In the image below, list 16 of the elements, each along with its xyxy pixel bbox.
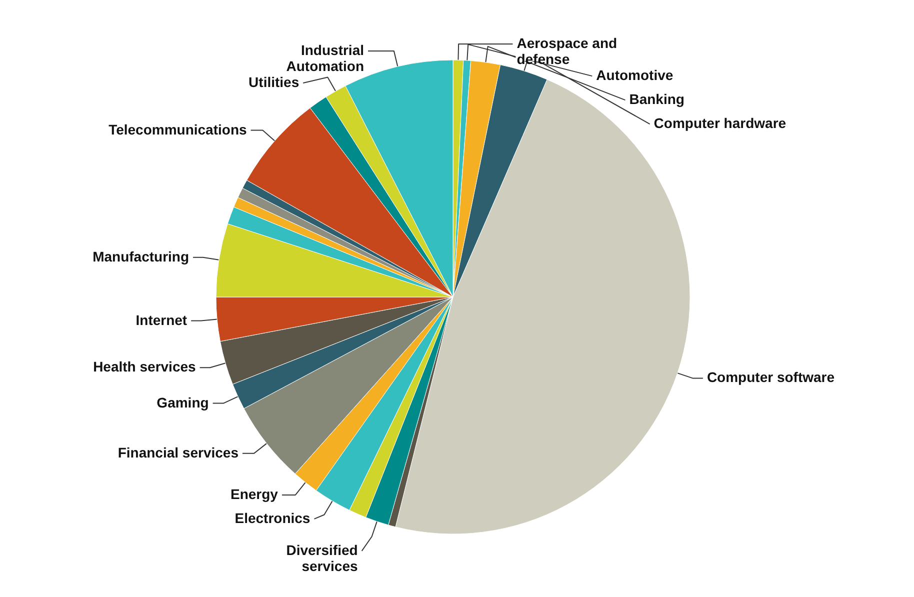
slice-label: Health services <box>93 358 196 375</box>
slice-label: Manufacturing <box>92 248 190 264</box>
slice-label: Utilities <box>248 74 300 90</box>
slice-label: Computer software <box>706 369 835 386</box>
slice-label: Telecommunications <box>108 121 247 138</box>
slice-label: Electronics <box>234 510 310 526</box>
slice-label: Energy <box>230 486 278 502</box>
slice-label: Aerospace and defense <box>516 35 618 68</box>
slice-label: Gaming <box>156 394 209 410</box>
slice-label: Internet <box>136 312 188 328</box>
slice-label: Industrial Automation <box>286 42 364 74</box>
slice-label: Financial services <box>118 444 239 460</box>
slice-label: Computer hardware <box>654 115 786 132</box>
slice-label: Diversified services <box>286 542 358 574</box>
slice-label: Automotive <box>596 67 674 84</box>
slice-label: Banking <box>629 91 684 108</box>
